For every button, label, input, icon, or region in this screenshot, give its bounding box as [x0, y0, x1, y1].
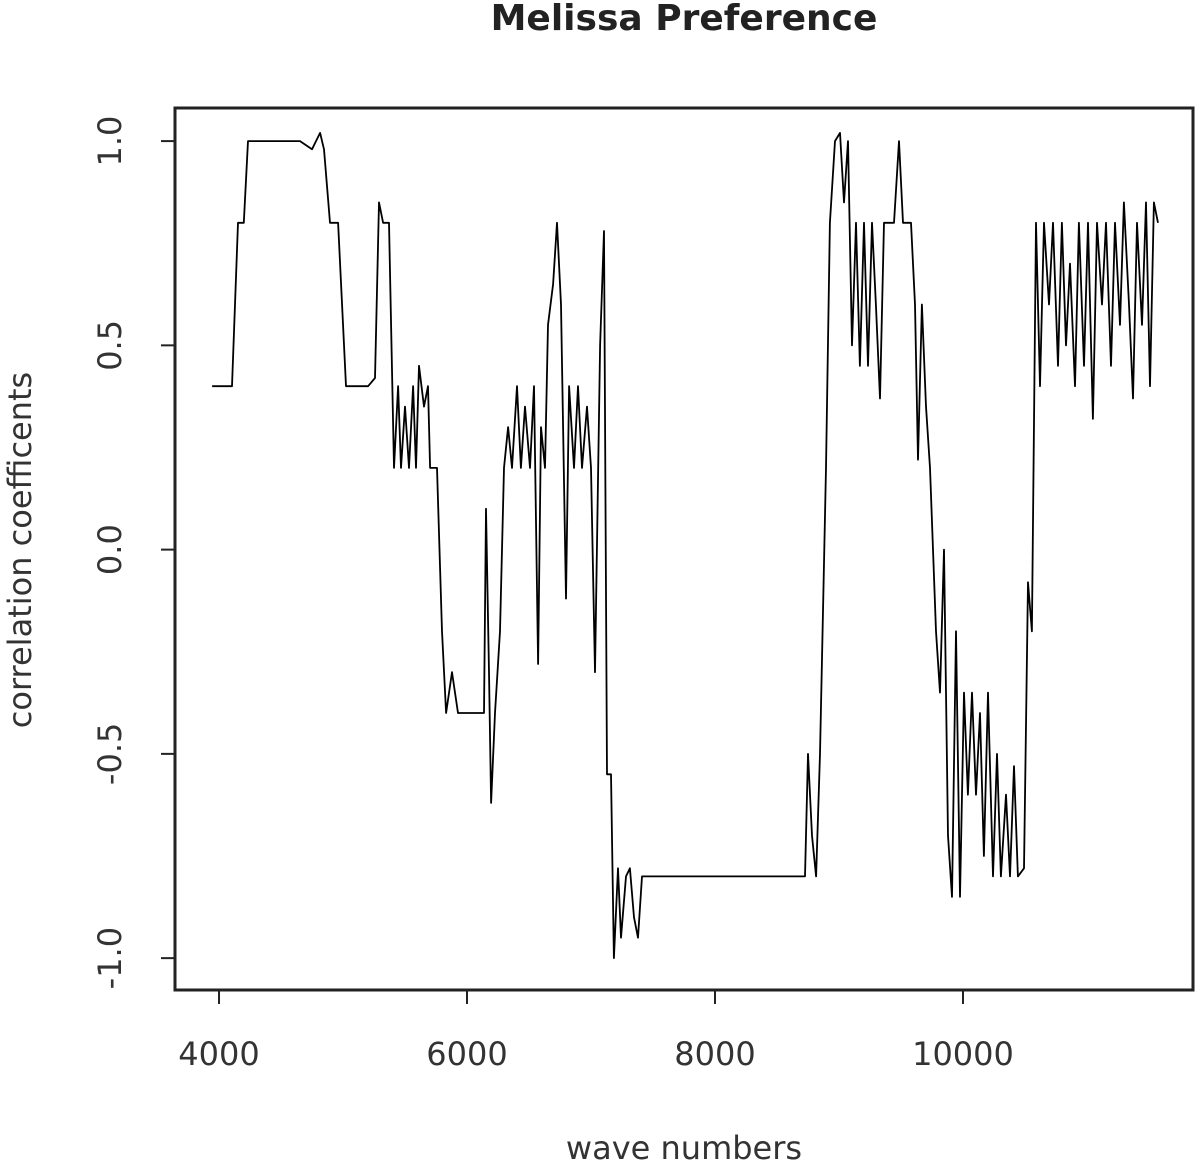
y-tick-label: -0.5	[91, 723, 129, 785]
chart-title: Melissa Preference	[491, 0, 878, 39]
x-tick-label: 4000	[178, 1035, 259, 1073]
x-axis-label: wave numbers	[566, 1129, 802, 1167]
x-tick-label: 6000	[426, 1035, 507, 1073]
y-tick-label: -1.0	[91, 927, 129, 989]
plot-frame	[173, 106, 1195, 992]
y-tick-label: 0.5	[91, 320, 129, 371]
data-line	[212, 132, 1159, 959]
y-tick-label: 1.0	[91, 116, 129, 167]
x-tick-label: 10000	[912, 1035, 1014, 1073]
y-axis-label: correlation coefficents	[1, 372, 39, 728]
y-tick-label: 0.0	[91, 524, 129, 575]
x-tick-label: 8000	[674, 1035, 755, 1073]
